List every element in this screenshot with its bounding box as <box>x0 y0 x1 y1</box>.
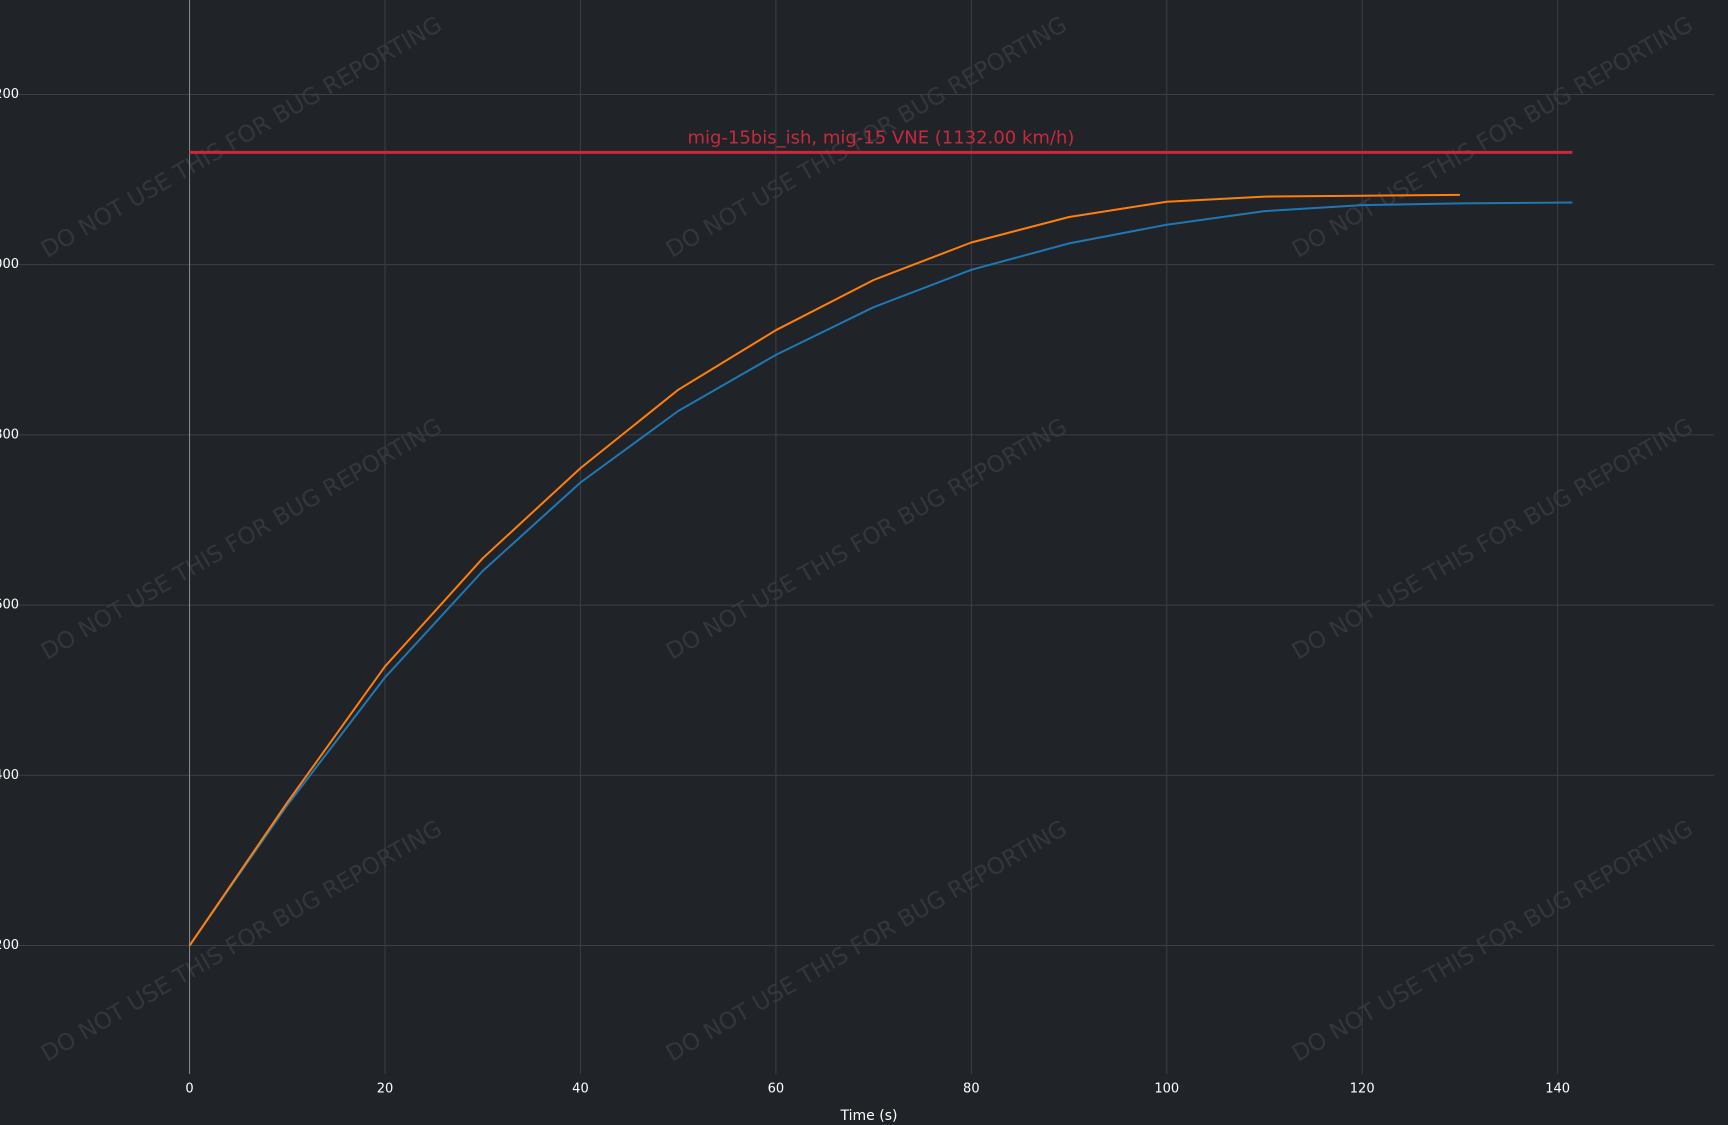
x-tick-label: 0 <box>185 1082 193 1097</box>
x-tick-label: 40 <box>572 1082 589 1097</box>
plot: mig-15bis_ish, mig-15 VNE (1132.00 km/h) <box>188 127 1573 947</box>
y-tick-label: 200 <box>0 938 19 953</box>
vne-label: mig-15bis_ish, mig-15 VNE (1132.00 km/h) <box>687 127 1074 148</box>
x-tick-label: 60 <box>768 1082 785 1097</box>
series-line <box>188 193 1460 947</box>
y-tick-label: 600 <box>0 598 19 613</box>
x-tick-label: 80 <box>963 1082 980 1097</box>
grid: 200 400 600 800 1000 1200 0 20 40 60 80 100 120 140 <box>0 0 1714 1097</box>
series-line <box>188 201 1573 947</box>
y-tick-label: 800 <box>0 427 19 442</box>
x-tick-label: 20 <box>377 1082 394 1097</box>
x-tick-label: 140 <box>1545 1082 1570 1097</box>
x-axis-title: Time (s) <box>840 1108 898 1124</box>
y-tick-label: 1200 <box>0 87 19 102</box>
x-tick-label: 100 <box>1154 1082 1179 1097</box>
x-tick-label: 120 <box>1350 1082 1375 1097</box>
y-tick-label: 1000 <box>0 257 19 272</box>
y-tick-label: 400 <box>0 768 19 783</box>
